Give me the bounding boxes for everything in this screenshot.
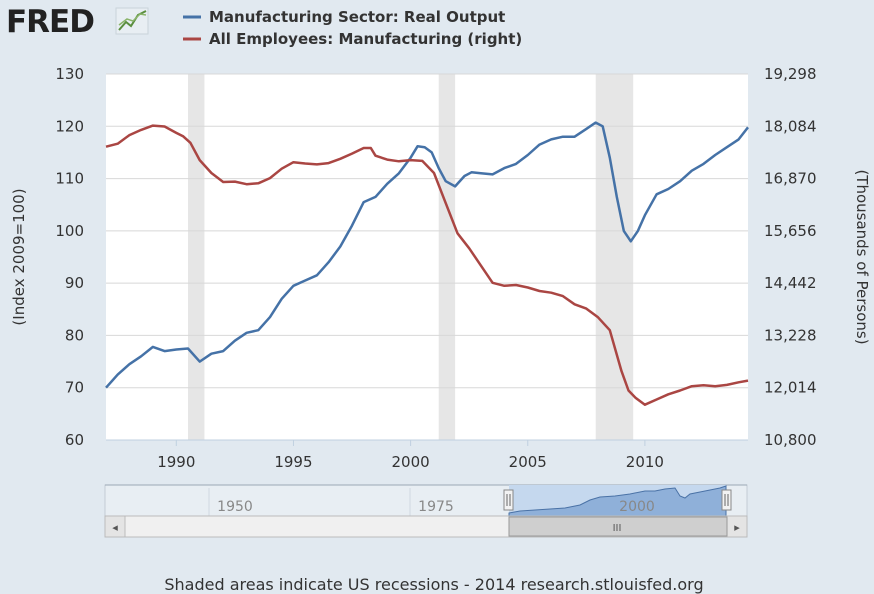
y-left-tick-label: 110	[55, 170, 84, 188]
y-left-tick-label: 120	[55, 117, 84, 135]
y-left-tick-label: 90	[65, 274, 84, 292]
series-line-0	[105, 121, 749, 389]
x-tick-label: 1995	[274, 453, 312, 471]
recession-band-1	[438, 74, 456, 440]
navigator-label-2000: 2000	[619, 499, 655, 515]
legend-label-output: Manufacturing Sector: Real Output	[209, 8, 505, 26]
series-lines	[105, 121, 749, 406]
y-axis-left: 60 70 80 90 100 110 120 130	[55, 65, 84, 449]
y-left-tick-label: 60	[65, 431, 84, 449]
scroll-left-button[interactable]	[104, 515, 126, 538]
y-left-tick-label: 100	[55, 222, 84, 240]
y-left-tick-label: 80	[65, 326, 84, 344]
scroll-left-arrow-icon: ◂	[112, 521, 118, 534]
footer-note: Shaded areas indicate US recessions - 20…	[164, 575, 703, 594]
scrollbar-grip-icon: III	[613, 523, 622, 534]
x-tick-label: 2005	[509, 453, 547, 471]
scrollbar-thumb[interactable]	[508, 516, 728, 537]
y-left-tick-label: 70	[65, 379, 84, 397]
navigator-series-area	[508, 485, 727, 517]
y-right-tick-label: 12,014	[764, 379, 817, 397]
fred-logo-text: FRED	[6, 4, 94, 40]
x-axis: 1990 1995 2000 2005 2010	[157, 440, 664, 471]
recession-band-2	[595, 74, 634, 440]
range-navigator[interactable]: 1950 1975 2000 ◂ ▸ III	[104, 484, 748, 538]
navigator-label-1975: 1975	[418, 499, 454, 515]
y-axis-right: 10,800 12,014 13,228 14,442 15,656 16,870 18,0…	[764, 65, 817, 449]
y-axis-right-title: (Thousands of Persons)	[853, 169, 871, 344]
scroll-right-arrow-icon: ▸	[734, 521, 740, 534]
fred-logo[interactable]: FRED	[6, 4, 149, 40]
recession-band-0	[188, 74, 205, 440]
y-right-tick-label: 19,298	[764, 65, 817, 83]
y-left-tick-label: 130	[55, 65, 84, 83]
recession-bands	[188, 74, 634, 440]
x-tick-label: 2000	[392, 453, 430, 471]
navigator-right-handle[interactable]	[721, 489, 732, 511]
x-tick-label: 2010	[626, 453, 664, 471]
legend-label-employees: All Employees: Manufacturing (right)	[209, 30, 522, 48]
series-line-1	[105, 124, 749, 406]
x-tick-label: 1990	[157, 453, 195, 471]
y-right-tick-label: 13,228	[764, 326, 817, 344]
y-axis-left-title: (Index 2009=100)	[10, 188, 28, 325]
plot-area	[106, 74, 748, 440]
y-right-tick-label: 15,656	[764, 222, 817, 240]
y-right-tick-label: 10,800	[764, 431, 817, 449]
y-right-tick-label: 18,084	[764, 117, 817, 135]
fred-logo-graph-icon	[115, 7, 149, 35]
navigator-left-handle[interactable]	[503, 489, 514, 511]
y-right-tick-label: 14,442	[764, 274, 817, 292]
gridlines	[106, 73, 748, 441]
navigator-label-1950: 1950	[217, 499, 253, 515]
y-right-tick-label: 16,870	[764, 170, 817, 188]
legend: Manufacturing Sector: Real Output All Em…	[183, 8, 522, 48]
